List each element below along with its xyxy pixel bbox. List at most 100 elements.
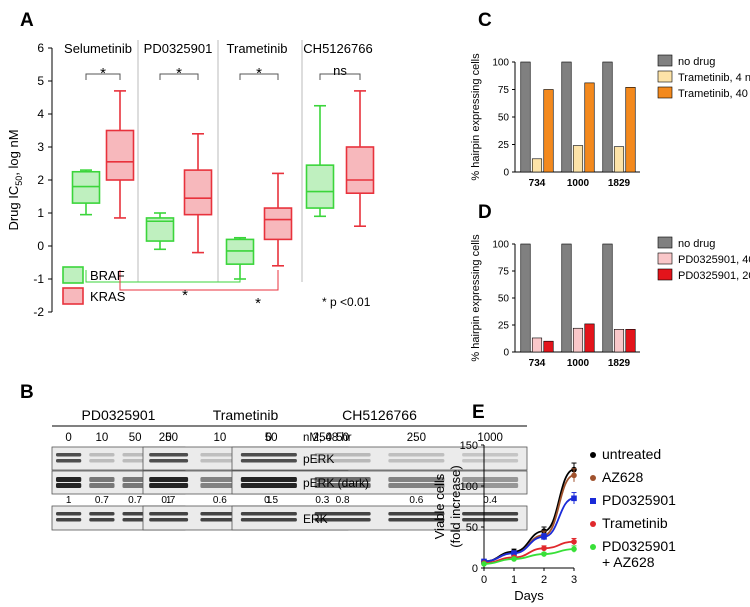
panel-label-b: B (20, 382, 34, 403)
blot-band-upper (89, 453, 115, 457)
y-tick-label: 1 (37, 206, 44, 220)
series-pd0325901-az628 (481, 545, 577, 567)
legend-swatch (657, 268, 673, 281)
blot-quant-value: 0.7 (161, 495, 175, 506)
blot-drug-label: CH5126766 (342, 407, 417, 423)
data-point (541, 551, 547, 557)
box-iqr (305, 164, 335, 209)
blot-band-upper (122, 453, 148, 457)
y-axis-label-line1: Viable cells (432, 473, 447, 539)
y-label-unit: , log nM (6, 129, 21, 175)
sig-bracket (239, 73, 279, 80)
blot-strip (231, 446, 528, 471)
y-tick-label: 100 (460, 481, 478, 493)
sig-bracket (319, 73, 361, 80)
legend-label: untreated (602, 446, 661, 462)
x-axis-label: Days (514, 588, 544, 603)
legend-swatch-kras (62, 287, 84, 305)
legend-label: AZ628 (602, 469, 643, 485)
legend-marker (590, 544, 596, 550)
blot-band-upper (314, 512, 371, 516)
blot-band-lower (122, 518, 148, 522)
x-tick-label: 1829 (608, 358, 631, 369)
blot-band-upper (149, 512, 189, 516)
legend-label: PD0325901, 40 nM (678, 254, 750, 266)
sig-bracket (85, 73, 121, 80)
blot-quant-value: 1 (266, 495, 272, 506)
blot-band-lower (200, 483, 240, 488)
blot-dose-unit: nM, 48 hr (303, 432, 352, 444)
blot-dose-label: 50 (336, 432, 349, 444)
blot-band-upper (462, 453, 519, 457)
box-kras (345, 90, 375, 227)
blot-band-lower (240, 483, 297, 488)
box-iqr (225, 238, 255, 265)
panel-label-d: D (478, 202, 492, 223)
cross-sig-braf: * (182, 287, 188, 304)
legend-label-braf: BRAF (90, 268, 125, 283)
blot-quant-value: 0.7 (95, 495, 109, 506)
data-point (571, 495, 577, 502)
legend-label: Trametinib (602, 515, 668, 531)
y-tick-label: 6 (37, 41, 44, 55)
ic50-subscript: 50 (14, 176, 24, 186)
y-tick-label: 0 (472, 563, 478, 575)
y-tick-label: 50 (498, 294, 510, 305)
series-line (483, 540, 575, 564)
box-iqr (105, 129, 135, 181)
bar-trametinib-4-nm (572, 145, 584, 173)
blot-band-lower (314, 518, 371, 522)
blot-band-upper (240, 477, 297, 482)
y-tick-label: 100 (492, 58, 509, 69)
y-tick-label: 150 (460, 440, 478, 452)
blot-band-upper (200, 477, 240, 482)
x-tick-label: 2 (541, 574, 547, 586)
blot-band-lower (462, 518, 519, 522)
box-braf (305, 104, 335, 218)
legend-label: PD0325901 (602, 492, 676, 508)
y-tick-label: 50 (498, 113, 510, 124)
bar-trametinib-40-nm (543, 89, 554, 173)
y-tick-label: 25 (498, 321, 510, 332)
x-tick-label: 734 (529, 178, 546, 189)
data-point (481, 561, 487, 567)
bar-pd0325901-40-nm (613, 329, 625, 353)
y-tick-label: 25 (498, 140, 510, 151)
y-axis-label: % hairpin expressing cells (470, 234, 482, 362)
blot-band-lower (122, 483, 148, 488)
blot-band-upper (240, 512, 297, 516)
blot-dose-label: 0 (65, 432, 71, 444)
legend-swatch (657, 236, 673, 249)
box-iqr (263, 207, 293, 241)
blot-band-upper (240, 453, 297, 457)
blot-band-lower (388, 518, 445, 522)
y-tick-label: -1 (33, 272, 44, 286)
sig-label: * (176, 65, 182, 82)
blot-dose-label: 50 (265, 432, 278, 444)
blot-band-upper (55, 453, 82, 457)
blot-dose-label: 0 (165, 432, 171, 444)
y-tick-label: 3 (37, 140, 44, 154)
cross-sig-kras: * (255, 295, 261, 312)
blot-row-label: pERK (303, 452, 334, 466)
blot-band-upper (149, 477, 189, 482)
legend-swatch (657, 86, 673, 99)
x-tick-label: 1000 (567, 178, 590, 189)
blot-band-lower (462, 483, 519, 488)
panel-a-boxplot: -2 -1 0 1 2 3 4 5 6 Drug IC50, log nM Selumetinib *… (6, 40, 375, 319)
box-braf (71, 169, 101, 216)
legend-swatch (657, 70, 673, 83)
group-label: Selumetinib (64, 41, 132, 56)
blot-band-upper (388, 477, 445, 482)
blot-dose-label: 10 (213, 432, 226, 444)
y-tick-label: 0 (503, 168, 509, 179)
bar-trametinib-4-nm (613, 146, 625, 173)
data-point (571, 538, 577, 545)
box-iqr (71, 170, 101, 204)
group-label: PD0325901 (144, 41, 213, 56)
legend-label: no drug (678, 56, 715, 68)
legend-marker (590, 452, 596, 458)
bar-pd0325901-200-nm (584, 323, 595, 353)
blot-band-upper (314, 453, 371, 457)
blot-dose-label: 250 (159, 432, 178, 444)
